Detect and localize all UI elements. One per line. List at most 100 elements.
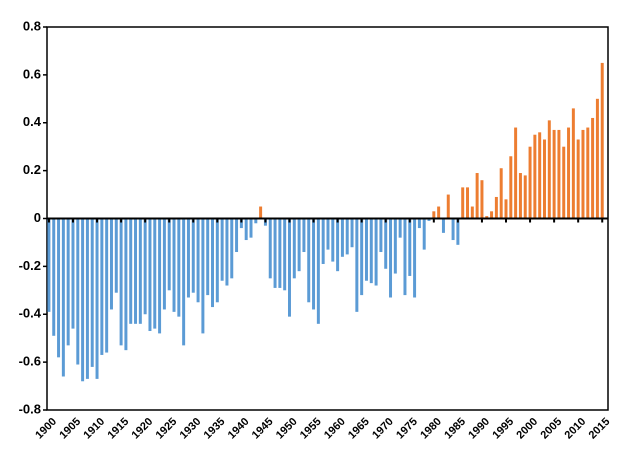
bar (105, 218, 109, 353)
bar (283, 218, 287, 291)
x-tick-label: 1975 (394, 416, 420, 442)
bar (292, 218, 296, 279)
bar (109, 218, 113, 310)
bar (475, 173, 479, 219)
x-tick-label: 2005 (538, 416, 564, 442)
bar (595, 98, 599, 219)
x-tick-label: 1935 (202, 416, 228, 442)
bar (509, 156, 513, 219)
bar (239, 218, 243, 229)
bar (172, 218, 176, 312)
bar (47, 218, 51, 312)
bar (215, 218, 219, 303)
x-tick-label: 1945 (250, 416, 276, 442)
bar (490, 211, 494, 219)
bar (316, 218, 320, 324)
bar (523, 175, 527, 219)
x-tick-label: 1965 (346, 416, 372, 442)
bar (350, 218, 354, 248)
bar (177, 218, 181, 317)
bar (480, 180, 484, 219)
bar (571, 108, 575, 219)
bar (542, 139, 546, 219)
bar (538, 132, 542, 219)
bar (90, 218, 94, 367)
bar (129, 218, 133, 324)
bar (461, 187, 465, 219)
bar (364, 218, 368, 281)
x-tick-label: 1925 (154, 416, 180, 442)
x-tick-label: 1920 (130, 416, 156, 442)
y-tick-label: -0.4 (19, 306, 42, 321)
bar (81, 218, 85, 382)
bar (466, 187, 470, 219)
bar (85, 218, 89, 379)
bar (499, 168, 503, 219)
bar (244, 218, 248, 241)
bar (66, 218, 70, 346)
bar (485, 216, 489, 219)
bar (422, 218, 426, 250)
bar (95, 218, 99, 379)
bar (600, 62, 604, 219)
x-tick-label: 1970 (370, 416, 396, 442)
bar (398, 218, 402, 238)
bar (191, 218, 195, 293)
bar (230, 218, 234, 279)
bar (441, 218, 445, 233)
bar (326, 218, 330, 250)
bar (138, 218, 142, 324)
x-tick-label: 1905 (57, 416, 83, 442)
bar (389, 218, 393, 298)
bar (307, 218, 311, 303)
y-tick-label: 0.4 (23, 114, 42, 129)
bar (297, 218, 301, 272)
bar (321, 218, 325, 264)
bar (446, 194, 450, 219)
bar (57, 218, 61, 358)
x-tick-label: 1955 (298, 416, 324, 442)
bar (408, 218, 412, 276)
x-tick-label: 1985 (442, 416, 468, 442)
y-tick-label: 0.8 (23, 18, 41, 33)
bar (114, 218, 118, 293)
y-tick-label: 0.2 (23, 162, 41, 177)
bar (235, 218, 239, 253)
x-tick-label: 1960 (322, 416, 348, 442)
bar (413, 218, 417, 298)
y-tick-label: -0.2 (19, 258, 41, 273)
bar (153, 218, 157, 329)
bar (504, 199, 508, 219)
bar (528, 146, 532, 219)
x-tick-label: 2000 (514, 416, 540, 442)
bar (186, 218, 190, 298)
bar (148, 218, 152, 332)
bar (71, 218, 75, 329)
bar (451, 218, 455, 241)
bar (124, 218, 128, 351)
bar (427, 218, 431, 221)
x-tick-label: 1915 (105, 416, 131, 442)
x-tick-label: 2015 (587, 416, 613, 442)
x-tick-label: 1995 (490, 416, 516, 442)
bar (211, 218, 215, 308)
bar (533, 134, 537, 219)
x-tick-label: 1990 (466, 416, 492, 442)
bar (182, 218, 186, 346)
bar (384, 218, 388, 269)
bar (586, 127, 590, 219)
bar (162, 218, 166, 310)
bar (254, 218, 258, 224)
bar (514, 127, 518, 219)
bar (340, 218, 344, 257)
bar (336, 218, 340, 272)
bar (547, 120, 551, 219)
bar (567, 127, 571, 219)
bar (143, 218, 147, 315)
bar (557, 129, 561, 219)
x-tick-label: 1910 (81, 416, 107, 442)
y-tick-label: -0.6 (19, 354, 41, 369)
bar (417, 218, 421, 229)
bar (119, 218, 123, 346)
